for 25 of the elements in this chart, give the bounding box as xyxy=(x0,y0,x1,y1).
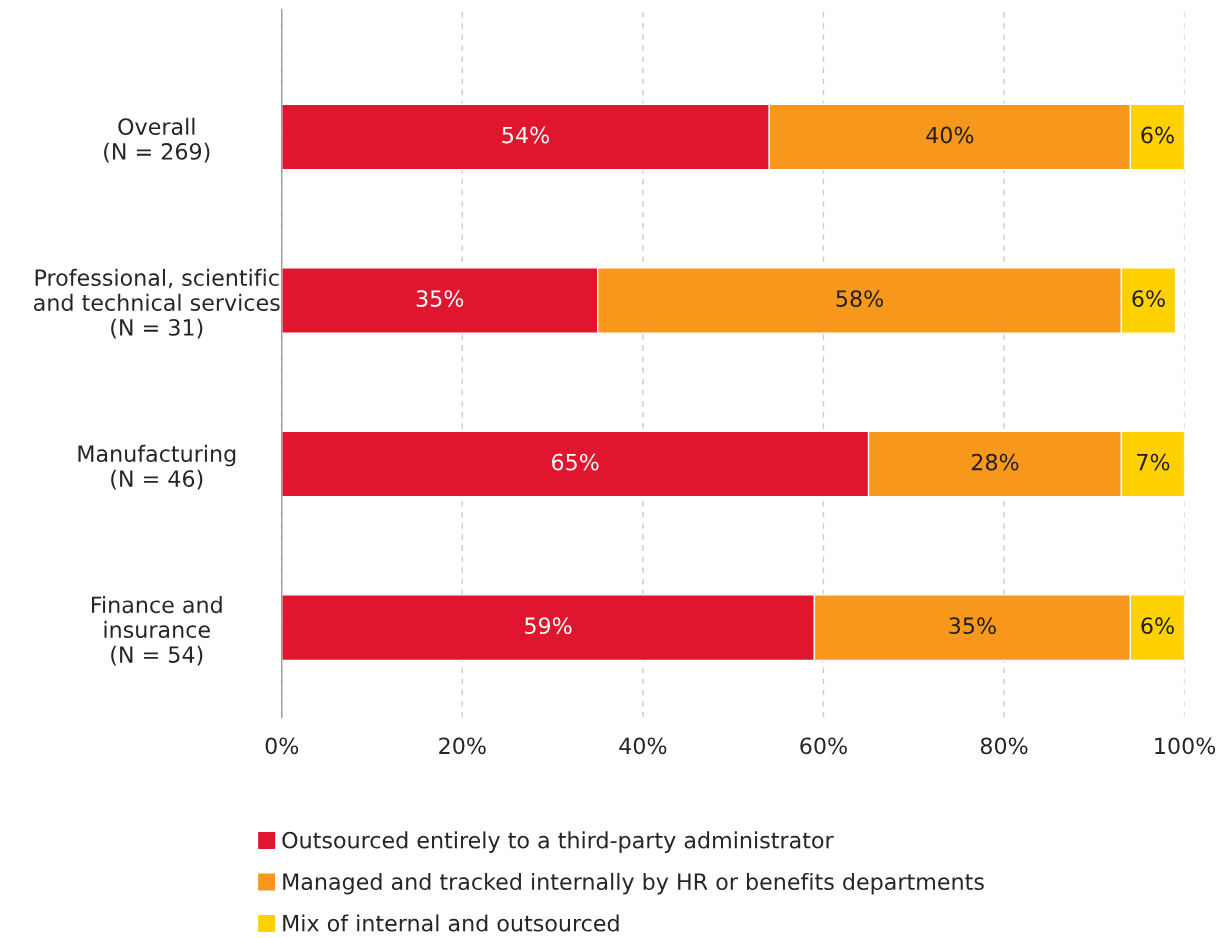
data-label: 6% xyxy=(1141,617,1174,635)
data-label: 7% xyxy=(1137,453,1170,471)
x-tick-label: 40% xyxy=(619,737,667,755)
data-label: 6% xyxy=(1132,290,1165,307)
data-label: 59% xyxy=(525,617,572,635)
x-tick-label: 80% xyxy=(980,737,1028,755)
y-tick-label: Overall (N = 269) xyxy=(104,117,210,163)
x-tick-label: 20% xyxy=(439,737,486,755)
x-tick-label: 100% xyxy=(1155,737,1216,755)
data-label: 35% xyxy=(416,290,464,307)
data-label: 65% xyxy=(552,453,599,471)
data-label: 58% xyxy=(836,290,884,307)
y-tick-label: Finance and insurance (N = 54) xyxy=(91,595,222,666)
legend-label: Outsourced entirely to a third-party administrator xyxy=(282,831,834,853)
legend-label: Mix of internal and outsourced xyxy=(283,914,619,932)
data-label: 6% xyxy=(1141,126,1174,144)
y-tick-label: Manufacturing (N = 46) xyxy=(78,444,236,490)
data-label: 40% xyxy=(926,126,974,144)
data-label: 54% xyxy=(502,126,549,144)
data-label: 35% xyxy=(949,617,996,635)
x-tick-label: 0% xyxy=(265,737,299,755)
x-tick-label: 60% xyxy=(800,737,847,755)
y-tick-label: Professional, scientific and technical services (N = 31) xyxy=(34,268,280,339)
data-label: 28% xyxy=(971,453,1019,471)
legend-label: Managed and tracked internally by HR or benefits departments xyxy=(283,872,984,895)
